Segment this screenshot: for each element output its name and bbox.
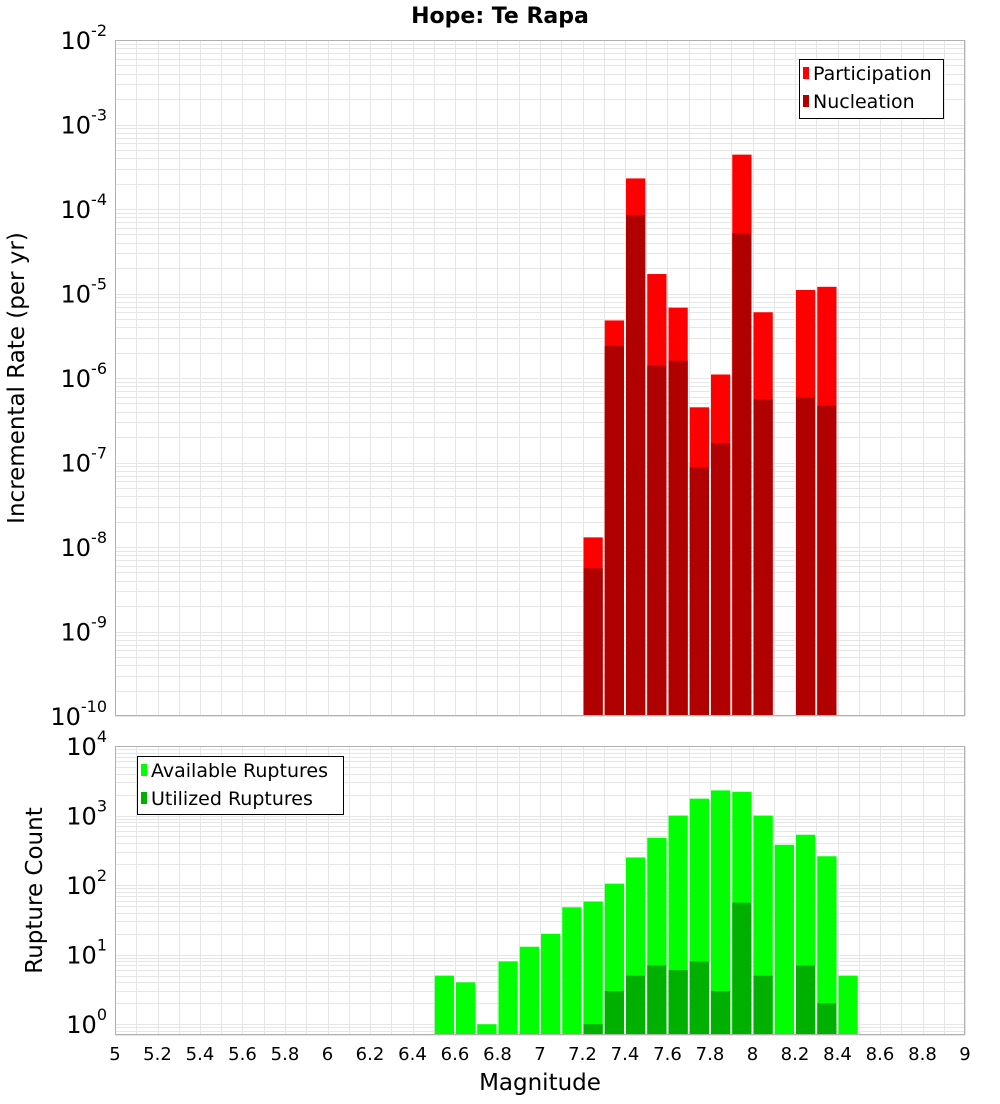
legend: Participation Nucleation (799, 59, 944, 119)
y-tick-label: 100 (66, 1005, 107, 1039)
y-tick-label: 102 (66, 866, 107, 900)
y-tick-label: 10-2 (61, 21, 108, 55)
y-tick-label: 10-4 (61, 190, 108, 224)
x-tick-label: 5.4 (186, 1044, 215, 1065)
bar (604, 345, 624, 716)
plot-frame (115, 40, 965, 716)
y-tick-labels: 10-2 10-3 10-4 10-5 10-6 10-7 10-8 10-9 10-10 (50, 21, 107, 731)
bar (711, 991, 731, 1035)
y-tick-labels: 104 103 102 101 100 (66, 727, 107, 1039)
bar (838, 975, 858, 1035)
bar (647, 365, 667, 716)
x-tick-label: 7.6 (653, 1044, 682, 1065)
bar (817, 856, 837, 1035)
y-tick-label: 10-6 (61, 359, 108, 393)
x-tick-label: 8 (747, 1044, 758, 1065)
x-tick-label: 6 (322, 1044, 333, 1065)
x-tick-label: 7 (534, 1044, 545, 1065)
x-tick-label: 7.8 (696, 1044, 725, 1065)
y-axis-label: Rupture Count (22, 807, 48, 973)
y-tick-label: 104 (66, 727, 107, 761)
x-tick-labels: 5 5.2 5.4 5.6 5.8 6 6.2 6.4 6.6 6.8 7 7.2 7.4 7.6 7.8 8… (109, 1044, 970, 1065)
legend-swatch (141, 764, 147, 776)
bar (753, 399, 773, 716)
x-tick-label: 8.8 (908, 1044, 937, 1065)
legend-box (799, 59, 944, 119)
y-axis-label: Incremental Rate (per yr) (4, 232, 30, 524)
legend-box (137, 756, 344, 815)
bar (774, 844, 794, 1035)
series-utilized-ruptures (583, 902, 837, 1035)
y-tick-label: 10-7 (61, 444, 108, 478)
x-tick-label: 5.8 (271, 1044, 300, 1065)
x-tick-label: 7.2 (568, 1044, 597, 1065)
bar (604, 991, 624, 1035)
x-tick-label: 8.6 (866, 1044, 895, 1065)
bar (498, 961, 518, 1035)
bar (626, 214, 646, 716)
series-nucleation (583, 214, 837, 716)
bar (732, 233, 752, 716)
bar (796, 397, 816, 716)
panel-count: 104 103 102 101 100 Rupture Count Available Ru… (22, 727, 971, 1096)
bar (668, 970, 688, 1035)
y-tick-label: 101 (66, 936, 107, 970)
x-tick-label: 5.2 (143, 1044, 172, 1065)
legend-swatch (803, 67, 809, 79)
x-tick-label: 6.4 (398, 1044, 427, 1065)
bar (711, 443, 731, 716)
y-tick-label: 10-3 (61, 106, 108, 140)
x-tick-label: 6.6 (441, 1044, 470, 1065)
panel-rate: 10-2 10-3 10-4 10-5 10-6 10-7 10-8 10-9 10-10 Inc… (4, 21, 966, 731)
chart-title: Hope: Te Rapa (411, 4, 589, 29)
bar (817, 405, 837, 716)
legend-label: Nucleation (813, 91, 915, 113)
y-tick-label: 10-10 (50, 697, 107, 731)
bar (519, 946, 539, 1035)
bar (583, 568, 603, 716)
bar (711, 790, 731, 1035)
y-tick-label: 10-8 (61, 528, 108, 562)
y-tick-label: 10-9 (61, 613, 108, 647)
bar (689, 467, 709, 716)
legend-swatch (141, 792, 147, 804)
x-tick-label: 9 (959, 1044, 970, 1065)
bar (583, 1024, 603, 1035)
legend: Available Ruptures Utilized Ruptures (137, 756, 344, 815)
x-tick-label: 6.8 (483, 1044, 512, 1065)
bar (434, 975, 454, 1035)
x-axis-label: Magnitude (479, 1070, 601, 1096)
y-tick-label: 10-5 (61, 275, 108, 309)
bar (647, 965, 667, 1035)
bar (817, 1003, 837, 1035)
plot-frame (115, 746, 965, 1035)
bar (626, 975, 646, 1035)
legend-label: Available Ruptures (151, 760, 328, 782)
x-tick-label: 8.4 (823, 1044, 852, 1065)
bar (668, 360, 688, 716)
x-tick-label: 6.2 (356, 1044, 385, 1065)
x-tick-label: 5 (109, 1044, 120, 1065)
x-tick-label: 5.6 (228, 1044, 257, 1065)
legend-label: Participation (813, 63, 932, 85)
bar (562, 907, 582, 1035)
bar (732, 902, 752, 1035)
bar (456, 982, 476, 1035)
legend-label: Utilized Ruptures (151, 788, 313, 810)
bar (583, 901, 603, 1035)
bar (477, 1024, 497, 1035)
bar (796, 965, 816, 1035)
legend-swatch (803, 95, 809, 107)
x-tick-label: 7.4 (611, 1044, 640, 1065)
bar (689, 961, 709, 1035)
bar (753, 975, 773, 1035)
bar (541, 933, 561, 1035)
y-tick-label: 103 (66, 797, 107, 831)
x-tick-label: 8.2 (781, 1044, 810, 1065)
